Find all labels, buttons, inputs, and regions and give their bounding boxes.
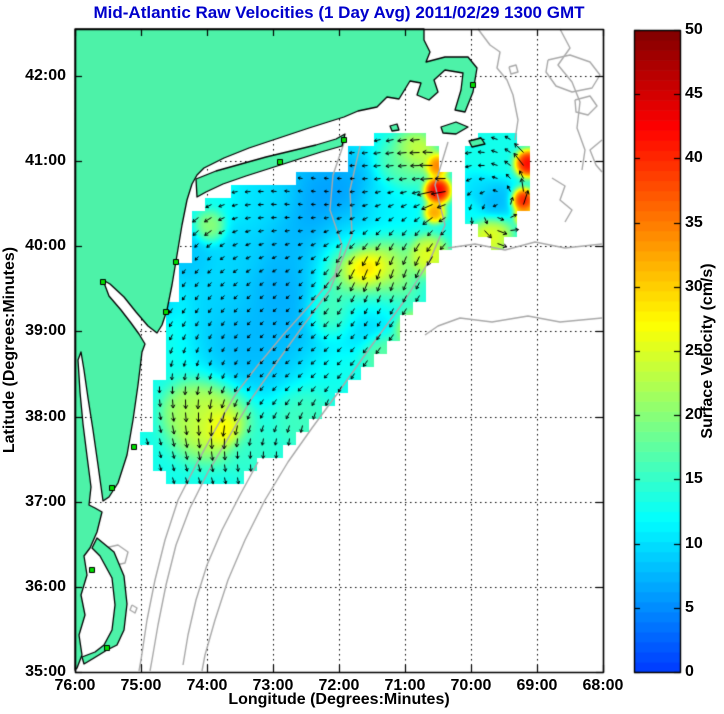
x-tick-label: 71:00: [384, 677, 426, 694]
colorbar-tick-label: 15: [685, 470, 703, 488]
x-tick-label: 74:00: [186, 677, 228, 694]
y-tick-label: 35:00: [25, 663, 66, 680]
x-tick-label: 72:00: [318, 677, 360, 694]
x-tick-label: 75:00: [120, 677, 162, 694]
x-tick-label: 69:00: [516, 677, 558, 694]
colorbar-tick-label: 45: [685, 85, 703, 103]
x-tick-label: 68:00: [582, 677, 624, 694]
colorbar-tick-label: 20: [685, 406, 703, 424]
y-tick-label: 40:00: [25, 237, 66, 255]
x-tick-label: 76:00: [54, 677, 96, 694]
x-tick-label: 73:00: [252, 677, 294, 694]
colorbar-tick-label: 40: [685, 149, 703, 167]
colorbar-tick-label: 0: [685, 663, 694, 680]
y-tick-label: 36:00: [25, 577, 66, 595]
colorbar-tick-label: 50: [685, 21, 703, 38]
colorbar-tick-label: 5: [685, 598, 694, 616]
colorbar-tick-label: 30: [685, 277, 703, 295]
y-tick-label: 38:00: [25, 407, 66, 425]
y-tick-label: 39:00: [25, 322, 66, 340]
y-tick-label: 37:00: [25, 492, 66, 510]
x-axis-label: Longitude (Degrees:Minutes): [228, 691, 450, 708]
chart-title: Mid-Atlantic Raw Velocities (1 Day Avg) …: [93, 3, 585, 22]
y-tick-label: 42:00: [25, 66, 66, 84]
y-tick-label: 41:00: [25, 152, 66, 169]
colorbar-tick-label: 25: [685, 342, 703, 359]
colorbar-tick-label: 10: [685, 534, 703, 552]
x-tick-label: 70:00: [450, 677, 492, 694]
colorbar-tick-label: 35: [685, 213, 703, 231]
